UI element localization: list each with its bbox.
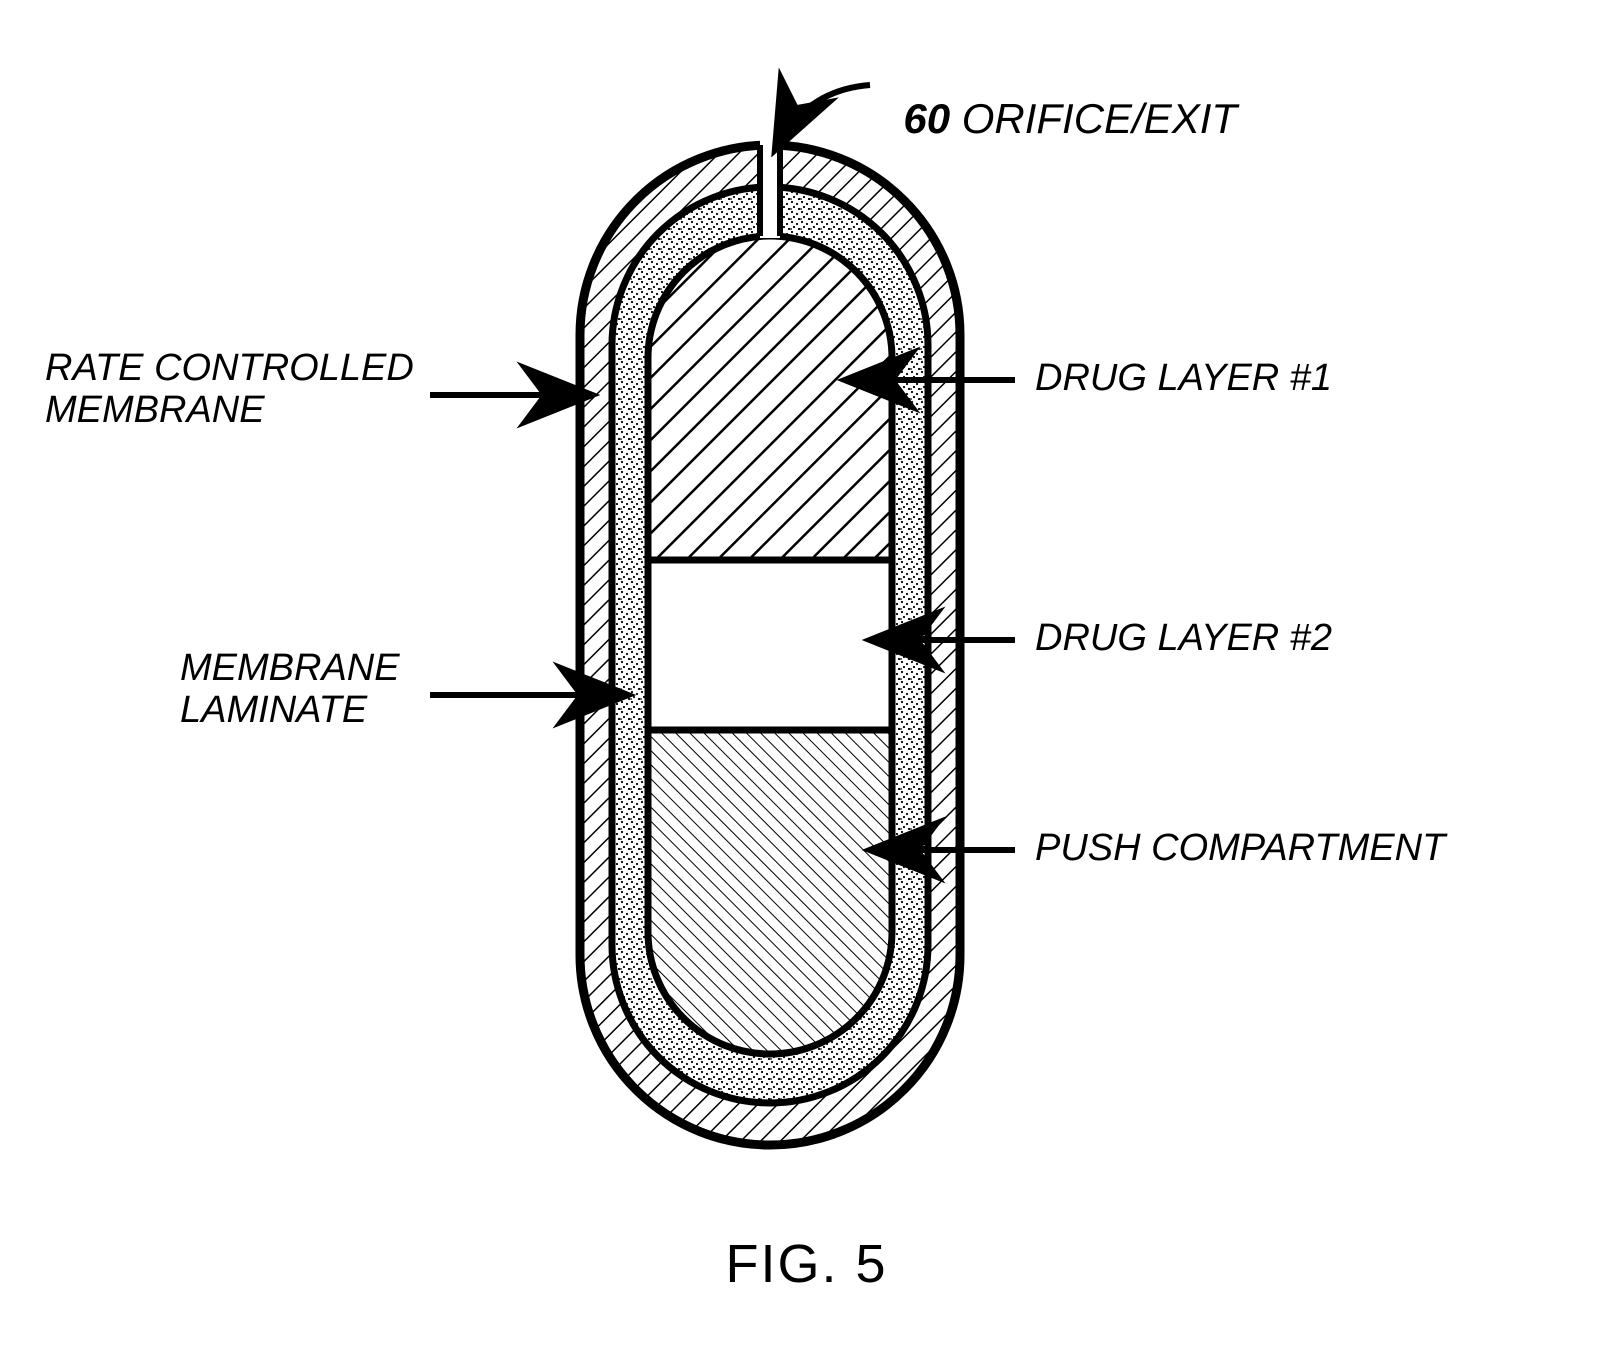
figure-caption: FIG. 5 [0, 1235, 1613, 1294]
push-compartment-region [648, 730, 892, 1054]
rate-controlled-membrane-label: RATE CONTROLLED MEMBRANE [45, 348, 414, 432]
drug-layer-1-label: DRUG LAYER #1 [1035, 358, 1332, 400]
orifice-label: ORIFICE/EXIT [950, 95, 1237, 142]
push-compartment-label: PUSH COMPARTMENT [1035, 828, 1445, 870]
membrane-laminate-label: MEMBRANE LAMINATE [180, 648, 400, 732]
orifice-number: 60 [903, 95, 950, 142]
orifice-leader [775, 85, 870, 150]
figure-container: 60 ORIFICE/EXIT RATE CONTROLLED MEMBRANE… [0, 0, 1613, 1357]
orifice-callout: 60 ORIFICE/EXIT [880, 50, 1237, 142]
drug-layer-1-region [648, 236, 892, 560]
drug-layer-2-label: DRUG LAYER #2 [1035, 618, 1332, 660]
